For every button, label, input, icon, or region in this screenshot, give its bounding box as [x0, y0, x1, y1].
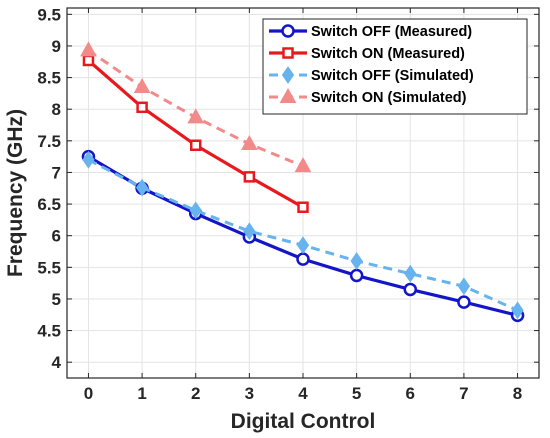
data-point — [511, 301, 524, 320]
x-tick-label: 8 — [513, 384, 522, 403]
y-tick-label: 7.5 — [37, 132, 61, 151]
x-tick-labels: 0 1 2 3 4 5 6 7 8 — [84, 384, 523, 403]
x-axis-title: Digital Control — [231, 410, 376, 433]
legend-entry: Switch OFF (Measured) — [269, 24, 472, 40]
y-tick-label: 6.5 — [37, 195, 61, 214]
legend-marker — [281, 24, 295, 38]
y-tick-labels: 4 4.5 5 5.5 6 6.5 7 7.5 8 8.5 9 9.5 — [37, 5, 61, 372]
series-4 — [80, 41, 312, 173]
data-point — [349, 268, 364, 283]
data-point — [133, 78, 151, 94]
series-layer — [80, 41, 525, 323]
legend: Switch OFF (Measured) Switch ON (Measured… — [262, 18, 528, 115]
y-tick-label: 4.5 — [37, 322, 61, 341]
data-point — [297, 201, 309, 213]
data-point — [404, 264, 417, 283]
axis-ticks — [67, 8, 539, 378]
x-tick-label: 4 — [298, 384, 308, 403]
x-tick-label: 1 — [137, 384, 146, 403]
y-tick-label: 5 — [52, 290, 61, 309]
data-point — [241, 134, 258, 150]
y-tick-label: 6 — [52, 227, 61, 246]
y-tick-label: 9 — [52, 37, 61, 56]
data-point — [187, 108, 205, 124]
x-tick-label: 7 — [459, 384, 468, 403]
legend-marker — [282, 47, 294, 59]
y-axis-title: Frequency (GHz) — [4, 109, 27, 277]
y-tick-label: 8.5 — [37, 69, 61, 88]
data-point — [189, 201, 202, 220]
legend-label: Switch ON (Measured) — [311, 46, 465, 62]
data-point — [294, 157, 312, 173]
legend-label: Switch OFF (Measured) — [311, 24, 472, 40]
data-point — [189, 139, 202, 151]
data-point — [243, 171, 256, 183]
series-2 — [82, 54, 309, 213]
legend-entry: Switch ON (Measured) — [269, 46, 465, 62]
y-tick-label: 7 — [52, 163, 61, 182]
x-tick-label: 0 — [84, 384, 93, 403]
x-tick-label: 6 — [406, 384, 415, 403]
data-point — [457, 295, 471, 309]
series-3 — [82, 150, 524, 320]
data-point — [457, 277, 471, 296]
x-tick-label: 3 — [245, 384, 254, 403]
data-point — [296, 252, 310, 266]
y-tick-label: 8 — [52, 100, 61, 119]
legend-label: Switch ON (Simulated) — [311, 90, 467, 106]
data-point — [135, 178, 149, 197]
data-point — [350, 252, 363, 270]
data-point — [243, 222, 256, 241]
legend-entry: Switch OFF (Simulated) — [269, 66, 474, 84]
x-tick-label: 2 — [191, 384, 200, 403]
data-point — [82, 54, 95, 67]
y-tick-label: 9.5 — [37, 5, 61, 24]
y-tick-label: 4 — [52, 353, 62, 372]
data-point — [296, 236, 310, 255]
data-point — [80, 41, 97, 57]
legend-marker — [279, 87, 297, 103]
data-point — [403, 282, 418, 297]
legend-label: Switch OFF (Simulated) — [311, 68, 474, 84]
legend-entry: Switch ON (Simulated) — [269, 87, 467, 106]
data-point — [136, 101, 148, 114]
data-point — [82, 150, 95, 169]
legend-marker — [281, 66, 295, 84]
x-tick-label: 5 — [352, 384, 361, 403]
y-tick-label: 5.5 — [37, 258, 61, 277]
